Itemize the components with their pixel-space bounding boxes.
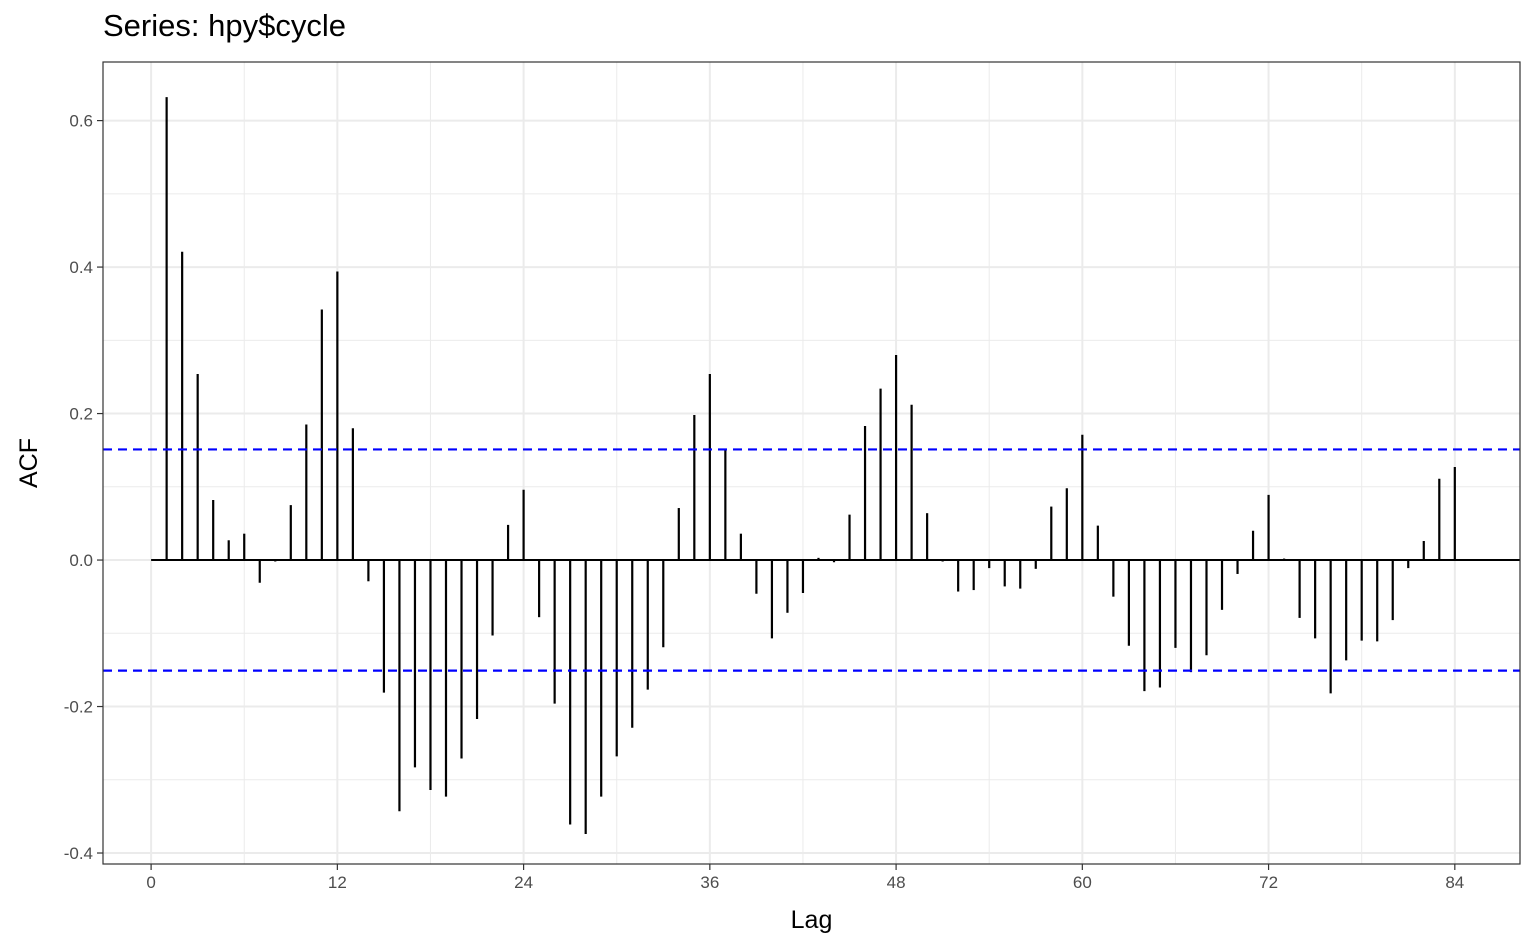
chart-title: Series: hpy$cycle	[103, 8, 346, 43]
y-tick-label: 0.0	[69, 551, 93, 570]
major-grid	[103, 62, 1520, 864]
y-axis-title: ACF	[15, 438, 43, 488]
x-tick-label: 36	[700, 873, 719, 892]
y-tick-label: 0.6	[69, 112, 93, 131]
y-tick-label: 0.2	[69, 405, 93, 424]
x-tick-label: 12	[328, 873, 347, 892]
x-tick-label: 24	[514, 873, 533, 892]
x-axis: 0 12 24 36 48 60 72 84	[146, 864, 1464, 892]
x-tick-label: 60	[1073, 873, 1092, 892]
y-tick-label: 0.4	[69, 258, 93, 277]
y-tick-label: -0.2	[64, 698, 93, 717]
x-tick-label: 84	[1445, 873, 1464, 892]
acf-bars	[165, 97, 1456, 834]
x-tick-label: 72	[1259, 873, 1278, 892]
minor-grid	[103, 62, 1520, 864]
panel-border	[102, 61, 1521, 865]
y-axis: -0.4 -0.2 0.0 0.2 0.4 0.6	[64, 112, 103, 863]
x-tick-label: 0	[146, 873, 155, 892]
y-tick-label: -0.4	[64, 844, 93, 863]
x-axis-title: Lag	[791, 906, 833, 934]
x-tick-label: 48	[887, 873, 906, 892]
